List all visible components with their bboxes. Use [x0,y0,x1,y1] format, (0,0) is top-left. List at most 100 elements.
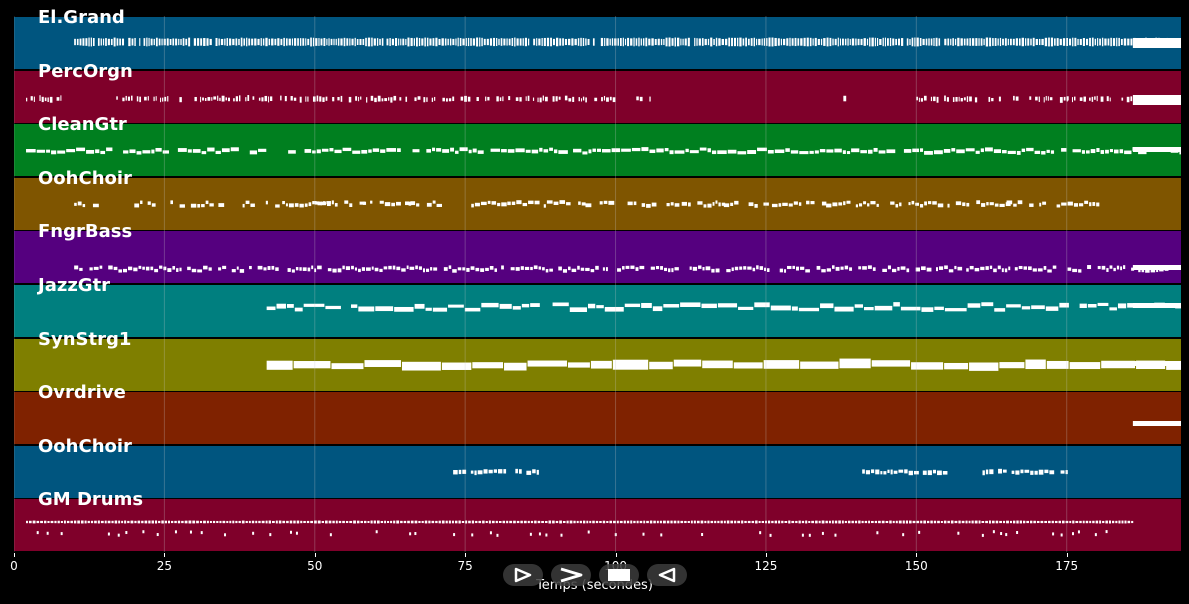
midi-note [1109,149,1113,153]
midi-note [57,520,60,524]
midi-note [1041,151,1046,155]
midi-note [158,38,161,46]
midi-note [249,265,252,270]
midi-note [231,269,236,273]
midi-note [653,520,656,524]
midi-note [290,96,293,101]
midi-note [1087,304,1097,308]
track-name: JazzGtr [38,275,111,296]
midi-note [224,533,227,537]
midi-note [753,37,756,47]
midi-note [603,95,606,101]
midi-note [893,470,898,474]
midi-note [429,38,432,46]
midi-note [136,151,142,155]
midi-note [758,520,761,524]
midi-note [1127,38,1130,46]
midi-note [665,37,668,47]
track-lane[interactable]: El.Grand [14,9,1181,69]
midi-note [527,520,530,524]
midi-note [189,530,192,534]
midi-note [60,95,62,101]
midi-note [1110,37,1112,47]
midi-note [342,265,345,270]
midi-note [671,268,674,273]
midi-note [528,38,530,46]
midi-note [1049,470,1055,475]
midi-note [969,96,972,102]
track-lane[interactable]: OohChoir [14,438,1181,498]
midi-note [516,520,520,524]
midi-note [676,37,680,47]
midi-note [984,147,993,152]
midi-note [327,268,332,272]
midi-note [1009,38,1012,46]
midi-note [289,520,293,524]
midi-note [919,204,924,208]
midi-note [145,266,150,271]
midi-note [1079,38,1082,46]
track-lane[interactable]: PercOrgn [14,63,1181,123]
midi-note [902,533,905,537]
midi-note [1030,470,1034,475]
midi-note [436,148,442,152]
midi-note [445,520,448,524]
midi-note [1033,520,1036,524]
track-lane[interactable]: FngrBass [14,223,1181,283]
midi-note [303,303,325,307]
midi-note [821,520,825,524]
midi-note [989,469,994,475]
track-lane[interactable]: OohChoir [14,170,1181,230]
track-lane[interactable]: JazzGtr [14,277,1181,337]
midi-note [209,520,212,524]
axis-tick [465,553,467,557]
midi-note [530,520,534,524]
midi-note [693,520,696,524]
track-lane[interactable]: GM Drums [14,491,1181,551]
midi-note [380,520,384,524]
midi-note [586,520,589,524]
midi-note [1085,520,1089,524]
midi-note [592,148,596,152]
midi-note [515,468,518,474]
midi-note [218,38,220,46]
midi-note [811,520,815,524]
midi-note [1012,520,1016,524]
midi-note [418,520,421,524]
midi-note [181,520,184,524]
track-lane[interactable]: SynStrg1 [14,331,1181,391]
midi-note [884,37,887,47]
midi-note [428,520,431,524]
midi-note [890,201,895,205]
midi-note [854,304,864,308]
midi-note [631,147,641,152]
track-lane[interactable]: CleanGtr [14,116,1181,176]
midi-note [271,38,274,46]
midi-note [352,150,361,154]
midi-note [823,38,826,46]
midi-note [1085,38,1089,46]
midi-note [721,202,726,206]
midi-note [560,533,563,537]
midi-note [386,38,389,46]
midi-note [829,37,832,47]
midi-note [778,520,781,524]
midi-note [328,38,330,46]
midi-note [1023,520,1026,524]
midi-note [113,266,118,271]
midi-note [552,520,555,524]
midi-note [448,265,452,269]
midi-note [1021,306,1031,310]
midi-note [94,520,97,524]
play-button[interactable] [503,564,543,586]
rewind-button[interactable] [647,564,687,586]
stop-button[interactable] [599,564,639,586]
midi-note [623,520,626,524]
midi-note [543,37,546,47]
track-lane[interactable]: Ovrdrive [14,384,1181,444]
midi-note [407,520,410,524]
fast-forward-button[interactable] [551,564,591,586]
x-axis-label: Temps (secondes) [536,578,653,593]
midi-note [293,97,297,101]
midi-note [975,38,978,46]
